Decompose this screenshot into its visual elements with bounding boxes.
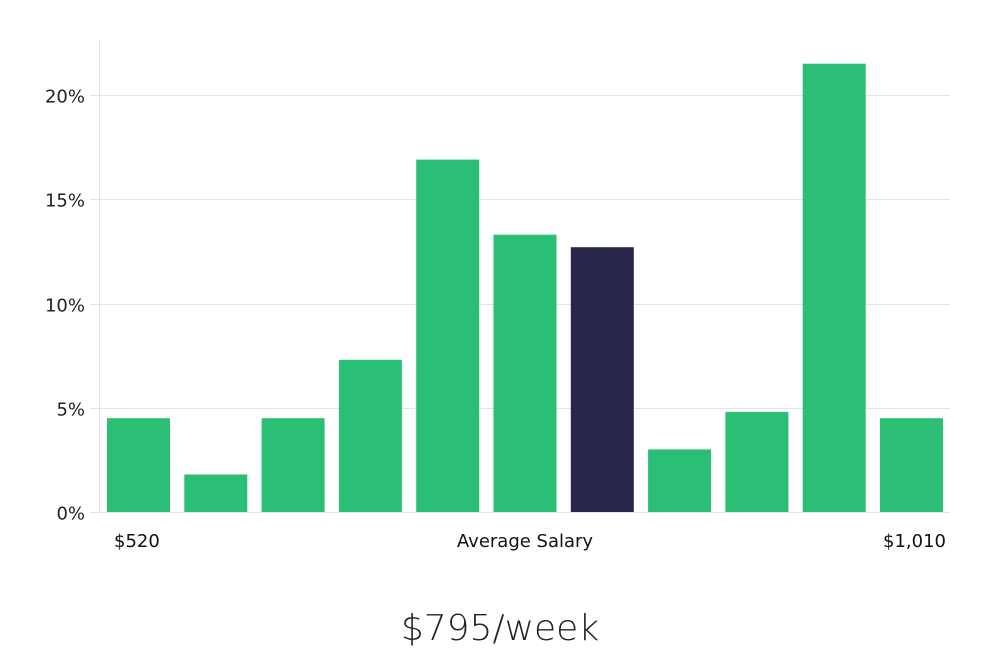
bar <box>880 418 943 512</box>
bar <box>725 411 789 512</box>
bar-highlighted <box>570 247 634 512</box>
average-salary-headline: $795/week <box>400 608 600 649</box>
bars <box>107 63 943 512</box>
bar <box>416 159 480 512</box>
x-right-label: $1,010 <box>883 531 946 552</box>
y-tick-label: 5% <box>56 400 85 421</box>
bar <box>338 359 402 512</box>
salary-histogram: 0% 5% 10% 15% 20% $520 Average Salary $1,010 <box>45 40 950 552</box>
x-center-label: Average Salary <box>457 531 594 552</box>
y-tick-label: 15% <box>45 191 85 212</box>
bar <box>261 418 325 512</box>
x-left-label: $520 <box>114 531 160 552</box>
y-tick-label: 20% <box>45 87 85 108</box>
bar <box>648 449 712 512</box>
bar <box>802 63 866 512</box>
y-tick-label: 10% <box>45 296 85 317</box>
bar <box>107 418 170 512</box>
y-tick-label: 0% <box>56 504 85 525</box>
bar <box>493 234 557 512</box>
y-tick-labels: 0% 5% 10% 15% 20% <box>45 87 85 525</box>
bar <box>184 474 248 512</box>
